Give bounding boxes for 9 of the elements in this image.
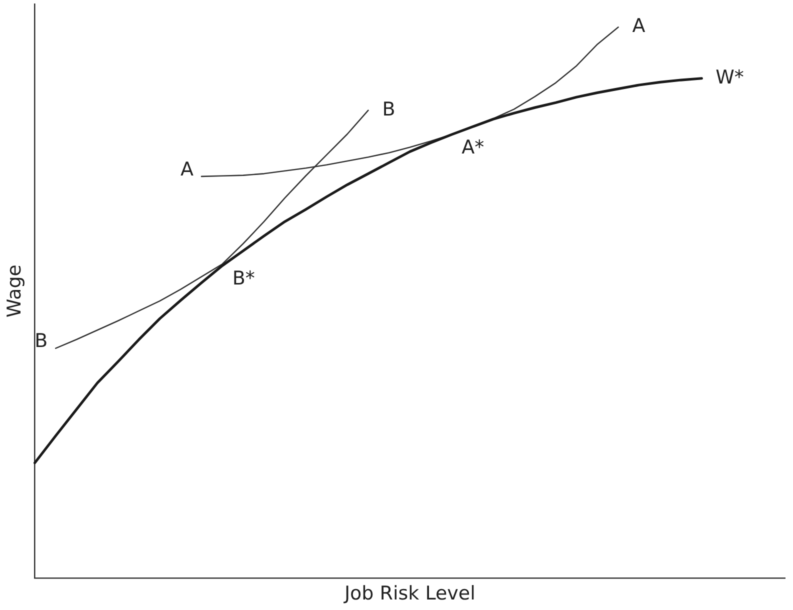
series-label: W* [716,66,744,88]
series-label: B [34,330,48,352]
series-label: A [180,158,194,180]
y-axis-title: Wage [3,264,26,318]
annotation: B* [232,268,255,290]
text: B [382,98,396,120]
text: A [632,15,646,38]
x-axis-title: Job Risk Level [343,582,476,605]
annotation: A* [462,136,484,158]
